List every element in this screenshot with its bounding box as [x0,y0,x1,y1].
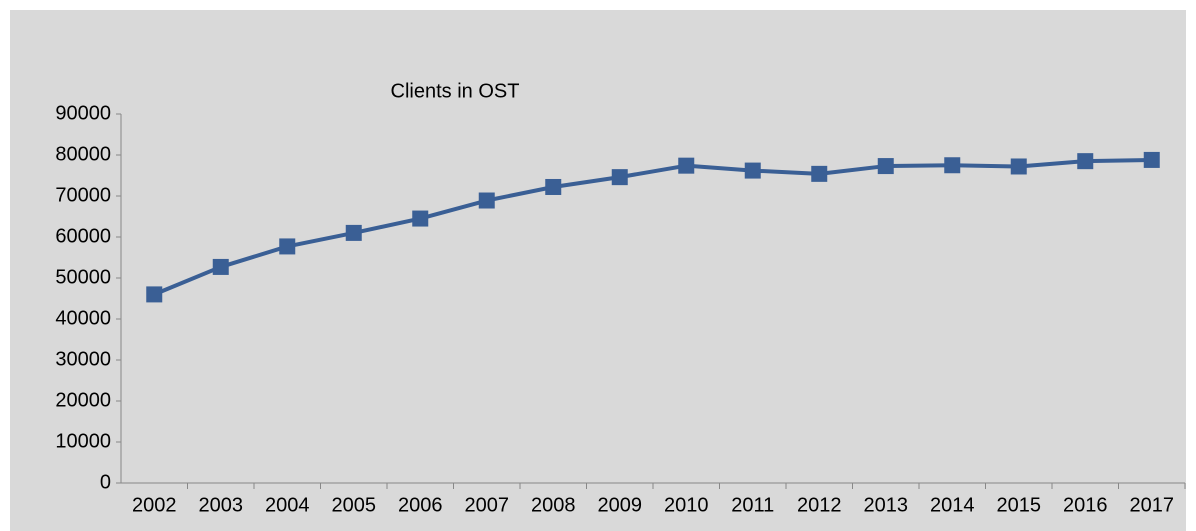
marker [1143,151,1160,168]
y-tick-label: 90000 [55,102,111,124]
x-tick-label: 2015 [997,494,1042,516]
marker [811,165,828,182]
marker [212,258,229,275]
x-tick-label: 2012 [797,494,842,516]
y-tick-label: 30000 [55,348,111,370]
x-tick-label: 2011 [731,494,774,516]
x-tick-label: 2014 [930,494,975,516]
x-tick-label: 2016 [1063,494,1108,516]
x-tick-label: 2017 [1130,494,1175,516]
y-tick-label: 40000 [55,307,111,329]
marker [1010,158,1027,175]
x-tick-label: 2010 [664,494,709,516]
y-tick-label: 70000 [55,184,111,206]
marker [345,224,362,241]
marker [412,210,429,227]
x-tick-label: 2004 [265,494,310,516]
marker [678,157,695,174]
x-tick-label: 2003 [199,494,244,516]
x-tick-label: 2005 [332,494,377,516]
x-tick-label: 2013 [864,494,909,516]
chart-title: Clients in OST [391,80,520,102]
y-tick-label: 10000 [55,430,111,452]
marker [146,286,163,303]
marker [279,238,296,255]
x-tick-label: 2009 [598,494,643,516]
y-tick-label: 80000 [55,143,111,165]
marker [1077,153,1094,170]
y-tick-label: 20000 [55,389,111,411]
marker [545,178,562,195]
chart-background [10,10,1186,531]
marker [744,162,761,179]
marker [877,158,894,175]
y-tick-label: 60000 [55,225,111,247]
x-tick-label: 2002 [132,494,177,516]
marker [944,157,961,174]
marker [611,169,628,186]
y-tick-label: 50000 [55,266,111,288]
y-tick-label: 0 [100,471,111,493]
x-tick-label: 2008 [531,494,576,516]
x-tick-label: 2006 [398,494,443,516]
marker [478,192,495,209]
x-tick-label: 2007 [465,494,510,516]
series-line [153,157,1152,297]
